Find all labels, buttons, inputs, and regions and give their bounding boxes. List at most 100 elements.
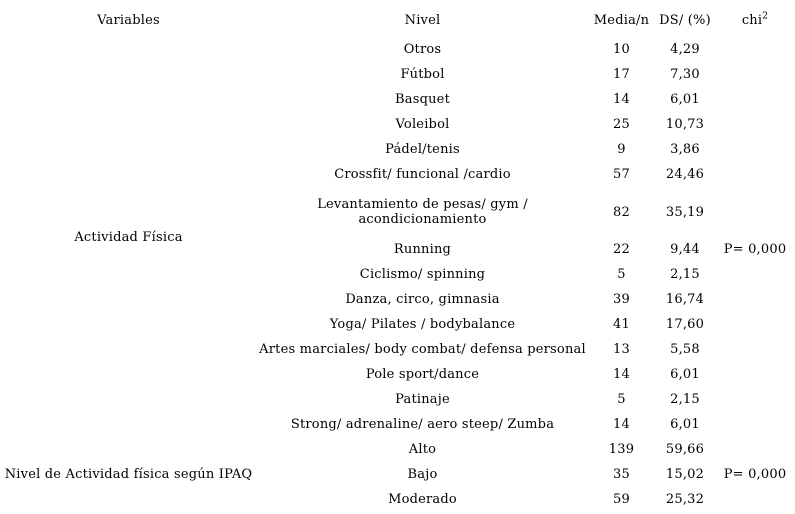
media-cell: 17 xyxy=(613,67,630,83)
nivel-cell: Alto xyxy=(408,442,437,458)
nivel-cell: Fútbol xyxy=(400,67,445,83)
chi-cell xyxy=(715,263,795,288)
nivel-cell: Basquet xyxy=(395,92,450,108)
nivel-cell: Moderado xyxy=(388,492,457,508)
ds-cell: 17,60 xyxy=(665,317,705,333)
media-cell: 22 xyxy=(613,242,630,258)
nivel-cell: Yoga/ Pilates / bodybalance xyxy=(329,317,516,333)
media-cell: 139 xyxy=(608,442,635,458)
table-row-padel-tenis: Pádel/tenis 9 3,86 xyxy=(0,138,795,163)
ds-cell: 59,66 xyxy=(665,442,705,458)
chi-cell xyxy=(715,163,795,188)
nivel-cell: Running xyxy=(393,242,452,258)
table-row-crossfit: Crossfit/ funcional /cardio 57 24,46 xyxy=(0,163,795,188)
ds-cell: 2,15 xyxy=(670,267,700,283)
ds-cell: 2,15 xyxy=(670,392,700,408)
group-label-nivel-ipaq: Nivel de Actividad física según IPAQ xyxy=(4,467,253,483)
ds-cell: 7,30 xyxy=(670,67,700,83)
ds-cell: 35,19 xyxy=(665,204,705,220)
media-cell: 39 xyxy=(613,292,630,308)
media-cell: 59 xyxy=(613,492,630,508)
chi-cell xyxy=(715,138,795,163)
media-cell: 14 xyxy=(613,417,630,433)
table-row-danza: Danza, circo, gimnasia 39 16,74 xyxy=(0,288,795,313)
nivel-cell: Danza, circo, gimnasia xyxy=(345,292,500,308)
col-header-chi-squared: chi2 xyxy=(715,4,795,38)
chi-cell xyxy=(715,288,795,313)
ds-cell: 6,01 xyxy=(670,92,700,108)
results-table: Variables Nivel Media/n DS/ (%) chi2 Act… xyxy=(0,4,795,513)
ds-cell: 3,86 xyxy=(670,142,700,158)
chi-superscript: 2 xyxy=(762,11,769,22)
chi-cell xyxy=(715,438,795,463)
table-row-moderado: Moderado 59 25,32 xyxy=(0,488,795,513)
chi-p-value: P= 0,000 xyxy=(723,467,787,483)
ds-cell: 5,58 xyxy=(670,342,700,358)
nivel-line-1: Levantamiento de pesas/ gym / xyxy=(317,197,528,213)
table-row-artes-marciales: Artes marciales/ body combat/ defensa pe… xyxy=(0,338,795,363)
chi-p-value: P= 0,000 xyxy=(723,242,787,258)
chi-cell xyxy=(715,338,795,363)
table-row-bajo: Bajo 35 15,02 P= 0,000 xyxy=(0,463,795,488)
col-header-variables: Variables xyxy=(97,12,160,28)
chi-cell xyxy=(715,388,795,413)
nivel-cell: Levantamiento de pesas/ gym / acondicion… xyxy=(257,188,588,238)
table-row-yoga: Yoga/ Pilates / bodybalance 41 17,60 xyxy=(0,313,795,338)
chi-cell xyxy=(715,38,795,63)
nivel-cell: Pole sport/dance xyxy=(365,367,480,383)
nivel-cell: Pádel/tenis xyxy=(385,142,460,158)
nivel-cell: Strong/ adrenaline/ aero steep/ Zumba xyxy=(290,417,555,433)
media-cell: 9 xyxy=(617,142,626,158)
group-label-actividad-fisica: Actividad Física xyxy=(74,229,183,245)
nivel-cell: Patinaje xyxy=(395,392,450,408)
chi-cell xyxy=(715,188,795,238)
chi-cell xyxy=(715,488,795,513)
chi-cell xyxy=(715,88,795,113)
table-row-patinaje: Patinaje 5 2,15 xyxy=(0,388,795,413)
media-cell: 35 xyxy=(613,467,630,483)
table-row-basquet: Basquet 14 6,01 xyxy=(0,88,795,113)
table-row-levantamiento: Levantamiento de pesas/ gym / acondicion… xyxy=(0,188,795,238)
ds-cell: 6,01 xyxy=(670,417,700,433)
ds-cell: 24,46 xyxy=(665,167,705,183)
table-row-futbol: Fútbol 17 7,30 xyxy=(0,63,795,88)
col-header-ds: DS/ (%) xyxy=(659,12,711,28)
table-row-strong: Strong/ adrenaline/ aero steep/ Zumba 14… xyxy=(0,413,795,438)
nivel-cell: Crossfit/ funcional /cardio xyxy=(334,167,511,183)
chi-cell xyxy=(715,363,795,388)
nivel-cell: Voleibol xyxy=(395,117,450,133)
chi-cell xyxy=(715,63,795,88)
media-cell: 82 xyxy=(613,204,630,220)
media-cell: 25 xyxy=(613,117,630,133)
media-cell: 10 xyxy=(613,42,630,58)
col-header-media: Media/n xyxy=(593,12,650,28)
ds-cell: 16,74 xyxy=(665,292,705,308)
chi-cell xyxy=(715,113,795,138)
ds-cell: 6,01 xyxy=(670,367,700,383)
media-cell: 5 xyxy=(617,392,626,408)
table-row-ciclismo: Ciclismo/ spinning 5 2,15 xyxy=(0,263,795,288)
media-cell: 57 xyxy=(613,167,630,183)
chi-label: chi xyxy=(741,12,763,28)
col-header-nivel: Nivel xyxy=(404,12,441,28)
table-row-voleibol: Voleibol 25 10,73 xyxy=(0,113,795,138)
table-row-pole-sport: Pole sport/dance 14 6,01 xyxy=(0,363,795,388)
media-cell: 13 xyxy=(613,342,630,358)
ds-cell: 25,32 xyxy=(665,492,705,508)
header-row: Variables Nivel Media/n DS/ (%) chi2 xyxy=(0,4,795,38)
media-cell: 41 xyxy=(613,317,630,333)
ds-cell: 10,73 xyxy=(665,117,705,133)
nivel-cell: Ciclismo/ spinning xyxy=(359,267,486,283)
ds-cell: 15,02 xyxy=(665,467,705,483)
table-row-running: Running 22 9,44 P= 0,000 xyxy=(0,238,795,263)
media-cell: 14 xyxy=(613,367,630,383)
table-row-otros: Actividad Física Otros 10 4,29 xyxy=(0,38,795,244)
nivel-cell: Artes marciales/ body combat/ defensa pe… xyxy=(259,342,586,358)
table-row-alto: Nivel de Actividad física según IPAQ Alt… xyxy=(0,438,795,482)
chi-cell xyxy=(715,413,795,438)
nivel-cell: Otros xyxy=(403,42,442,58)
ds-cell: 9,44 xyxy=(670,242,700,258)
media-cell: 14 xyxy=(613,92,630,108)
media-cell: 5 xyxy=(617,267,626,283)
